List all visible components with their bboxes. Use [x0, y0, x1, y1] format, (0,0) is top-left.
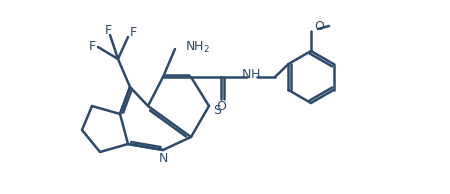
Text: F: F	[104, 23, 112, 36]
Text: NH$_2$: NH$_2$	[185, 39, 210, 55]
Text: S: S	[213, 105, 221, 118]
Text: H: H	[250, 68, 260, 81]
Text: O: O	[216, 100, 226, 113]
Text: O: O	[314, 21, 324, 34]
Text: N: N	[241, 68, 251, 81]
Text: F: F	[130, 25, 136, 38]
Text: N: N	[158, 152, 168, 165]
Text: F: F	[89, 40, 95, 53]
